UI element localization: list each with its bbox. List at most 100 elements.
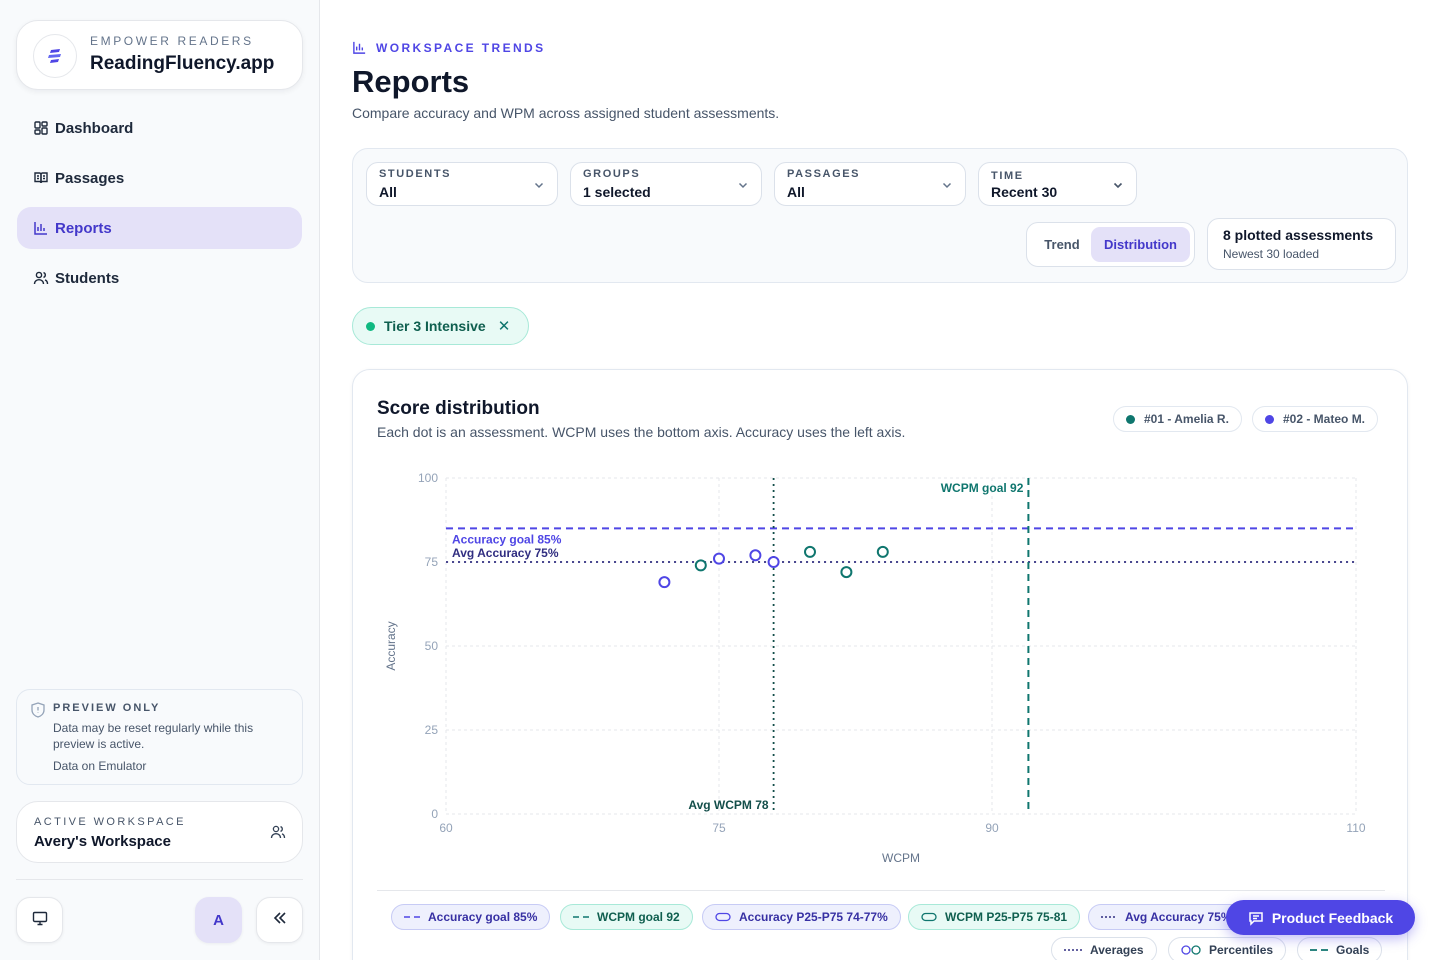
chevrons-left-icon [272, 910, 288, 931]
x-axis-label: WCPM [882, 851, 920, 865]
students-select-label: STUDENTS [379, 168, 452, 180]
y-tick-label: 100 [418, 471, 438, 485]
preview-title: PREVIEW ONLY [53, 702, 161, 714]
legend-series-label: #02 - Mateo M. [1283, 412, 1366, 426]
series-color-dot [1126, 414, 1135, 424]
data-point [694, 559, 707, 572]
distribution-toggle-button[interactable]: Distribution [1091, 227, 1190, 262]
assessment-summary: 8 plotted assessments Newest 30 loaded [1207, 218, 1396, 270]
y-tick-label: 25 [425, 723, 439, 737]
collapse-sidebar-button[interactable] [256, 897, 303, 943]
page-title: Reports [352, 64, 470, 99]
time-select-value: Recent 30 [991, 184, 1058, 200]
legend-label: WCPM P25-P75 75-81 [945, 910, 1068, 924]
workspace-name: Avery's Workspace [34, 833, 171, 850]
dashed-line-icon [1310, 947, 1328, 953]
chat-icon [1249, 911, 1263, 926]
users-icon [33, 270, 49, 286]
product-feedback-button[interactable]: Product Feedback [1226, 900, 1415, 935]
preview-data-source: Data on Emulator [53, 759, 147, 773]
score-distribution-card: Score distribution Each dot is an assess… [352, 369, 1408, 960]
chevron-down-icon [533, 178, 545, 196]
legend-label: Accuracy goal 85% [428, 910, 538, 924]
sidebar: EMPOWER READERS ReadingFluency.app Dashb… [0, 0, 320, 960]
reference-line-label: WCPM goal 92 [941, 481, 1024, 495]
brand-logo-icon [33, 34, 77, 78]
preview-notice: PREVIEW ONLY Data may be reset regularly… [16, 689, 303, 785]
x-tick-label: 90 [985, 821, 999, 835]
averages-toggle[interactable]: Averages [1051, 937, 1157, 960]
shield-icon [31, 702, 45, 723]
plotted-count: 8 plotted assessments [1223, 227, 1374, 243]
series-color-dot [1265, 414, 1274, 424]
legend-label: WCPM goal 92 [597, 910, 680, 924]
toggle-label: Averages [1090, 943, 1144, 957]
chart-divider [377, 890, 1385, 891]
goals-toggle[interactable]: Goals [1297, 937, 1383, 960]
data-point [876, 545, 889, 558]
oval-icon [715, 912, 731, 922]
y-tick-label: 50 [425, 639, 439, 653]
user-avatar-button[interactable]: A [195, 897, 242, 943]
sidebar-item-passages[interactable]: Passages [17, 157, 302, 199]
product-feedback-label: Product Feedback [1271, 909, 1394, 926]
view-toggle: Trend Distribution [1026, 222, 1195, 267]
sidebar-item-label: Reports [55, 219, 112, 237]
scatter-plot: Accuracy goal 85%Avg Accuracy 75% WCPM go… [384, 471, 1366, 865]
chevron-down-icon [941, 178, 953, 196]
monitor-icon [32, 910, 48, 931]
trend-toggle-button[interactable]: Trend [1044, 237, 1080, 252]
data-point [767, 556, 780, 568]
sidebar-item-reports[interactable]: Reports [17, 207, 302, 249]
loaded-count: Newest 30 loaded [1223, 247, 1320, 261]
dashed-line-icon [404, 914, 420, 920]
y-axis-label: Accuracy [384, 621, 398, 670]
percentiles-toggle[interactable]: Percentiles [1168, 937, 1287, 960]
legend-wcpm-goal[interactable]: WCPM goal 92 [560, 904, 693, 930]
bar-chart-icon [33, 220, 49, 236]
legend-accuracy-percentiles[interactable]: Accuracy P25-P75 74-77% [702, 904, 901, 930]
legend-series-amelia[interactable]: #01 - Amelia R. [1113, 406, 1242, 432]
data-point [840, 566, 853, 579]
toggle-label: Percentiles [1209, 943, 1274, 957]
oval-icon [921, 912, 937, 922]
users-icon [270, 824, 286, 845]
status-dot [366, 321, 375, 331]
data-point [804, 545, 816, 558]
passages-select[interactable]: PASSAGES All [774, 162, 966, 206]
students-select[interactable]: STUDENTS All [366, 162, 558, 206]
brand-card[interactable]: EMPOWER READERS ReadingFluency.app [16, 20, 303, 90]
legend-series-mateo[interactable]: #02 - Mateo M. [1252, 406, 1379, 432]
reference-line-label: Accuracy goal 85% [452, 532, 562, 546]
sidebar-item-dashboard[interactable]: Dashboard [17, 107, 302, 149]
dashboard-icon [33, 120, 49, 136]
remove-filter-button[interactable]: ✕ [497, 318, 511, 335]
reference-line-label: Avg Accuracy 75% [452, 546, 559, 560]
workspace-switcher[interactable]: ACTIVE WORKSPACE Avery's Workspace [16, 801, 303, 863]
data-point [658, 576, 671, 589]
chevron-down-icon [1112, 178, 1124, 196]
legend-series-label: #01 - Amelia R. [1144, 412, 1229, 426]
page-eyebrow-text: WORKSPACE TRENDS [376, 40, 546, 55]
dotted-line-icon [1101, 914, 1117, 920]
sidebar-item-label: Dashboard [55, 119, 134, 137]
chart-subtitle: Each dot is an assessment. WCPM uses the… [377, 424, 906, 440]
circles-icon [1181, 945, 1201, 955]
legend-wcpm-percentiles[interactable]: WCPM P25-P75 75-81 [908, 904, 1081, 930]
group-filter-chip-label: Tier 3 Intensive [384, 318, 486, 334]
sidebar-item-students[interactable]: Students [17, 257, 302, 299]
toggle-label: Goals [1336, 943, 1370, 957]
legend-label: Avg Accuracy 75% [1125, 910, 1232, 924]
legend-avg-accuracy[interactable]: Avg Accuracy 75% [1088, 904, 1245, 930]
passages-select-value: All [787, 184, 805, 200]
legend-accuracy-goal[interactable]: Accuracy goal 85% [391, 904, 551, 930]
time-select[interactable]: TIME Recent 30 [978, 162, 1137, 206]
passages-select-label: PASSAGES [787, 168, 861, 180]
book-icon [33, 170, 49, 186]
time-select-label: TIME [991, 170, 1024, 182]
data-point [749, 549, 762, 562]
groups-select[interactable]: GROUPS 1 selected [570, 162, 762, 206]
students-select-value: All [379, 184, 397, 200]
dotted-line-icon [1064, 947, 1082, 953]
display-mode-button[interactable] [16, 897, 63, 943]
